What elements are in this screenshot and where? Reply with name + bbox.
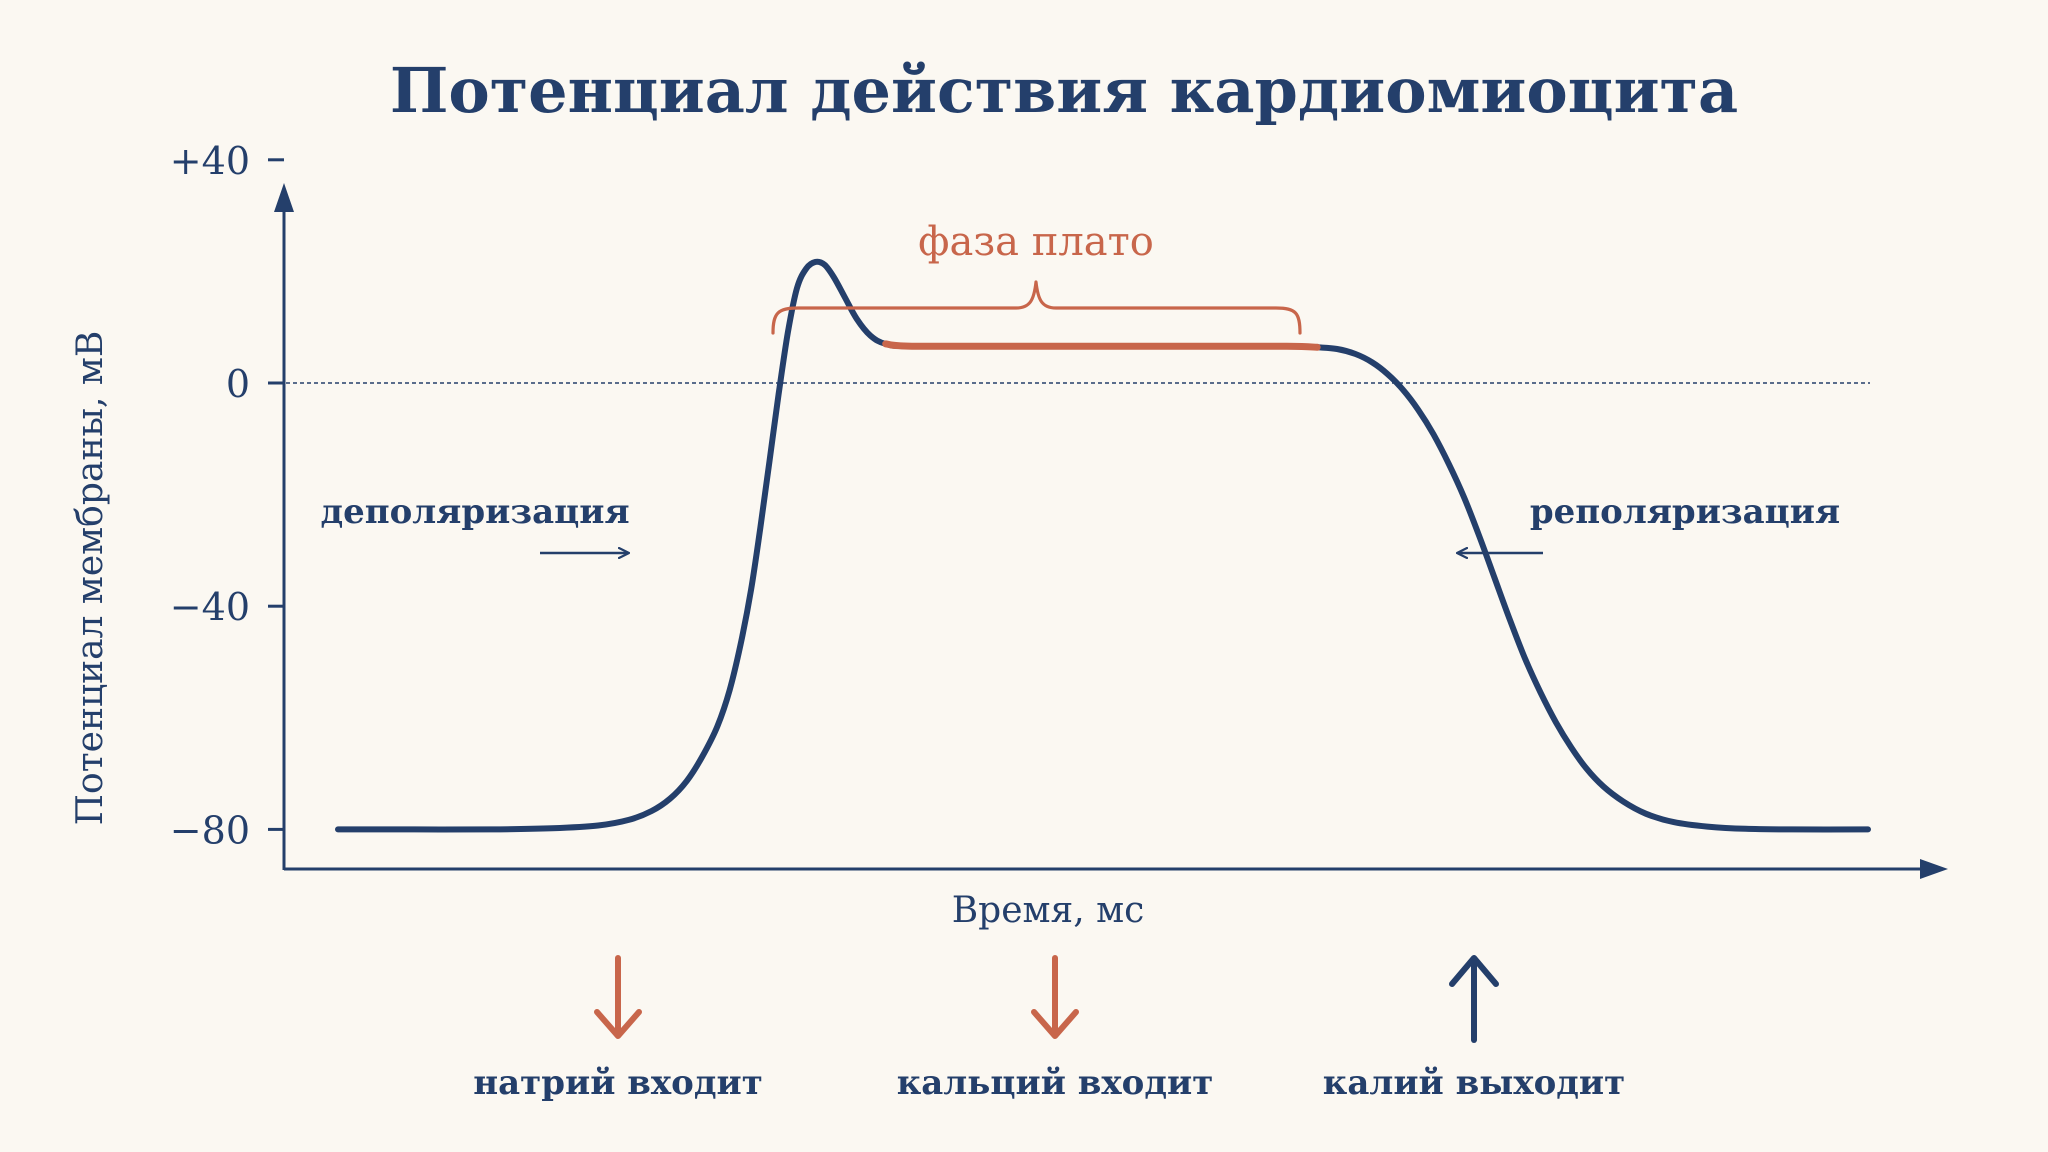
ion-flow-label: кальций входит — [897, 1063, 1214, 1103]
chart-title: Потенциал действия кардиомиоцита — [390, 54, 1738, 127]
y-axis-arrow-icon — [274, 183, 294, 212]
x-axis-label: Время, мс — [952, 890, 1145, 931]
arrow-down-icon — [1031, 955, 1079, 1039]
y-axis — [274, 183, 294, 870]
arrow-down-icon — [594, 955, 642, 1039]
y-tick-label: 0 — [226, 362, 250, 406]
ion-flow-label: натрий входит — [473, 1063, 763, 1103]
y-tick-label: −40 — [170, 585, 250, 629]
y-tick-label: +40 — [170, 139, 250, 183]
ion-flow-calcium: кальций входит — [897, 955, 1214, 1103]
x-axis-arrow-icon — [1920, 859, 1948, 879]
ion-flow-potassium: калий выходит — [1323, 955, 1625, 1103]
arrow-up-icon — [1449, 955, 1499, 1043]
x-axis — [284, 859, 1948, 879]
y-tick-label: −80 — [170, 808, 250, 852]
y-ticks: +40 0 −40 −80 — [170, 139, 284, 852]
plateau-segment — [882, 340, 1321, 351]
y-axis-label: Потенциал мембраны, мВ — [70, 331, 111, 826]
repolarization-label: реполяризация — [1530, 492, 1840, 532]
depolarization-label: деполяризация — [320, 492, 629, 532]
ion-flow-label: калий выходит — [1323, 1063, 1625, 1103]
plateau-label: фаза плато — [918, 219, 1154, 265]
plateau-brace — [771, 280, 1302, 335]
ion-flow-sodium: натрий входит — [473, 955, 763, 1103]
